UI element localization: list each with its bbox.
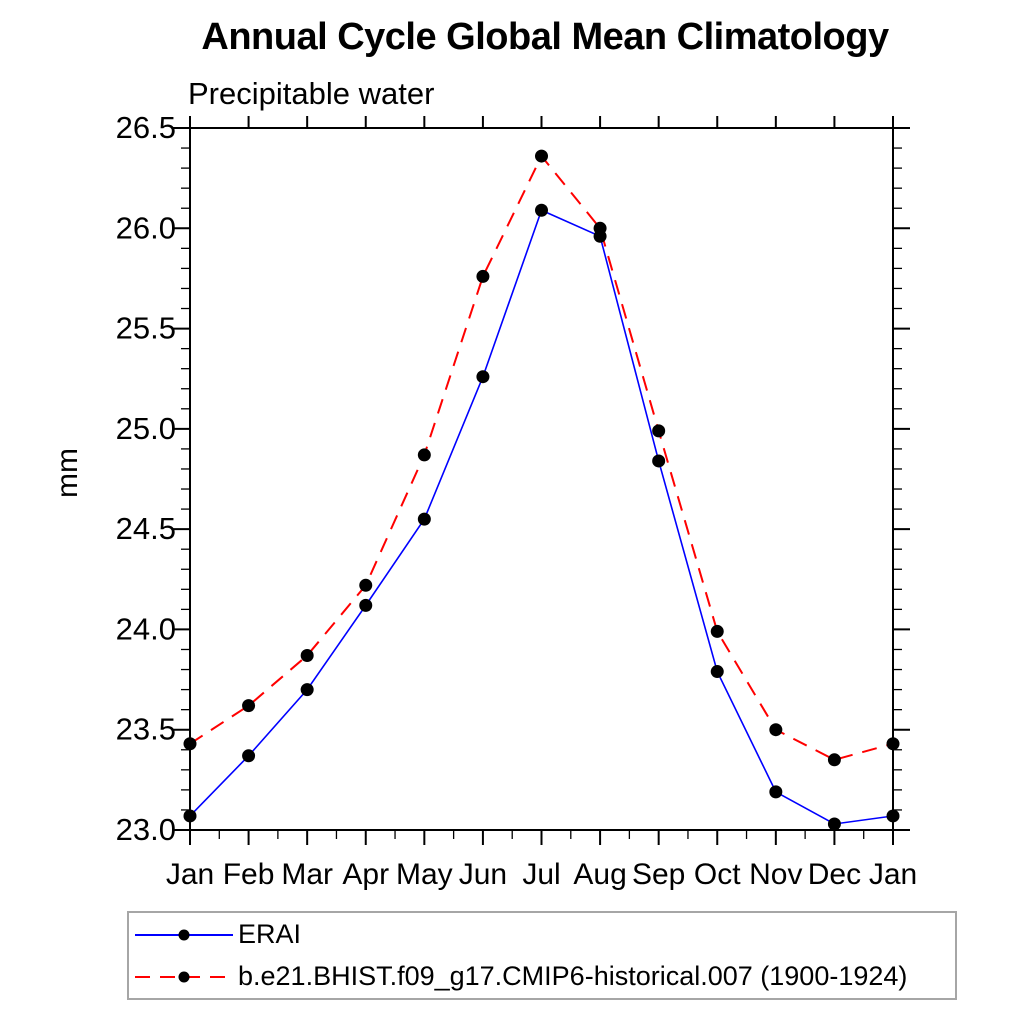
data-point-marker (476, 370, 490, 384)
x-tick-label: Jan (869, 858, 917, 891)
x-tick-label: Nov (749, 858, 802, 891)
plot-frame (189, 127, 894, 831)
data-point-marker (300, 649, 314, 663)
legend-marker-icon (178, 971, 190, 982)
y-tick-label: 25.5 (116, 311, 176, 346)
data-point-marker (769, 723, 783, 737)
y-tick-label: 25.0 (116, 411, 176, 446)
chart-subtitle: Precipitable water (188, 76, 435, 111)
x-tick-label: May (396, 858, 453, 891)
data-point-marker (710, 665, 724, 679)
data-point-marker (359, 578, 373, 592)
data-point-marker (886, 737, 900, 751)
data-point-marker (242, 699, 256, 713)
x-tick-label: Jul (522, 858, 560, 891)
y-tick-label: 26.5 (116, 110, 176, 145)
x-tick-label: Sep (632, 858, 685, 891)
legend-marker-icon (178, 929, 190, 940)
y-tick-label: 26.0 (116, 210, 176, 245)
y-tick-label: 23.0 (116, 812, 176, 847)
data-point-marker (417, 448, 431, 462)
legend-label-erai: ERAI (238, 919, 302, 949)
data-point-marker (535, 203, 548, 217)
data-point-marker (769, 785, 783, 799)
x-tick-label: Jun (459, 858, 507, 891)
data-point-marker (886, 809, 900, 823)
y-tick-label: 23.5 (116, 712, 176, 747)
legend-label-model: b.e21.BHIST.f09_g17.CMIP6-historical.007… (238, 961, 908, 991)
data-point-marker (593, 221, 607, 235)
y-tick-label: 24.5 (116, 511, 176, 546)
data-point-marker (827, 817, 841, 831)
legend-item-model: b.e21.BHIST.f09_g17.CMIP6-historical.007… (132, 956, 955, 998)
data-point-marker (652, 454, 666, 468)
x-tick-label: Feb (223, 858, 275, 891)
y-tick-label: 24.0 (116, 611, 176, 646)
legend-line-sample-model (135, 971, 233, 982)
data-point-marker (827, 753, 841, 767)
x-tick-label: Apr (342, 858, 389, 891)
data-point-marker (417, 512, 431, 526)
x-tick-label: Dec (808, 858, 861, 891)
data-point-marker (710, 624, 724, 638)
x-tick-label: Oct (694, 858, 741, 891)
data-point-marker (535, 149, 548, 163)
series-line-model (189, 154, 894, 761)
data-point-marker (359, 598, 373, 612)
data-point-marker (242, 749, 256, 763)
chart-title: Annual Cycle Global Mean Climatology (201, 16, 889, 58)
x-tick-label: Aug (573, 858, 626, 891)
series-line-erai (189, 209, 894, 825)
x-tick-label: Jan (166, 858, 214, 891)
legend-item-erai: ERAI (132, 914, 955, 956)
legend-line-sample-erai (135, 929, 233, 940)
data-point-marker (652, 424, 666, 438)
data-point-marker (183, 809, 197, 823)
data-point-marker (300, 683, 314, 697)
legend: ERAI b.e21.BHIST.f09_g17.CMIP6-historica… (127, 911, 957, 1000)
data-point-marker (476, 269, 490, 283)
data-point-marker (183, 737, 197, 751)
x-tick-label: Mar (281, 858, 333, 891)
